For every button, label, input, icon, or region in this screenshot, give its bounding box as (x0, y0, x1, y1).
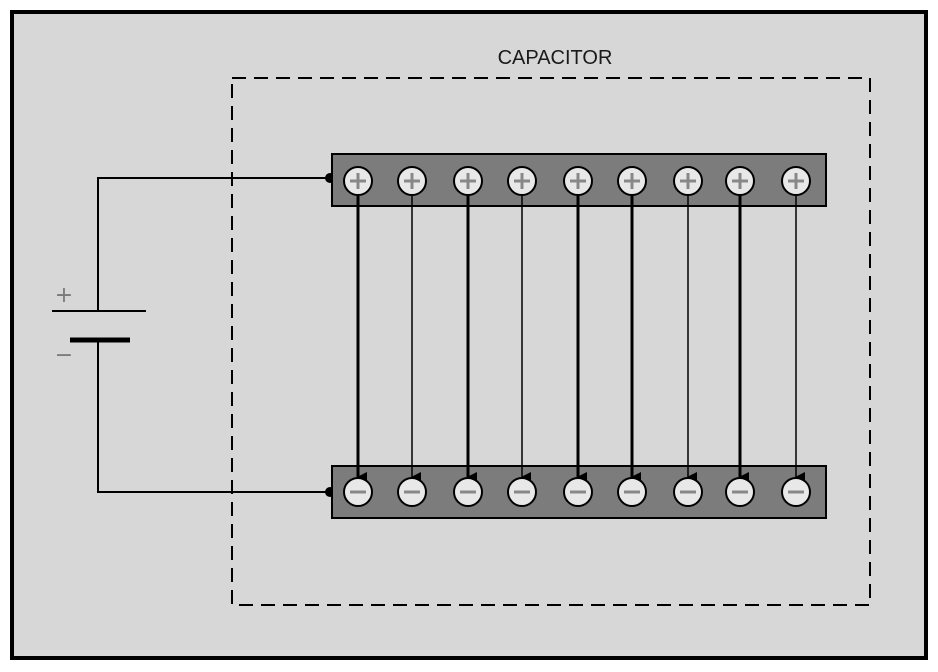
capacitor-title: CAPACITOR (498, 47, 613, 69)
positive-charge (507, 166, 537, 196)
wire-bottom (97, 340, 330, 493)
positive-charge (673, 166, 703, 196)
negative-charge (781, 477, 811, 507)
negative-charge (563, 477, 593, 507)
battery-negative-sign: − (55, 343, 73, 368)
positive-charge (453, 166, 483, 196)
negative-charge (453, 477, 483, 507)
positive-charge (781, 166, 811, 196)
negative-charge (673, 477, 703, 507)
negative-charge (397, 477, 427, 507)
positive-charge (563, 166, 593, 196)
negative-charge (507, 477, 537, 507)
bottom-plate-charges (343, 477, 811, 507)
negative-charge (725, 477, 755, 507)
positive-charge (397, 166, 427, 196)
battery-positive-sign: + (55, 283, 73, 308)
negative-charge (617, 477, 647, 507)
positive-charge (343, 166, 373, 196)
capacitor-boundary (231, 77, 871, 606)
positive-charge (617, 166, 647, 196)
top-plate-charges (343, 166, 811, 196)
wire-top (97, 177, 330, 310)
positive-charge (725, 166, 755, 196)
negative-charge (343, 477, 373, 507)
electric-field-lines (356, 196, 805, 482)
